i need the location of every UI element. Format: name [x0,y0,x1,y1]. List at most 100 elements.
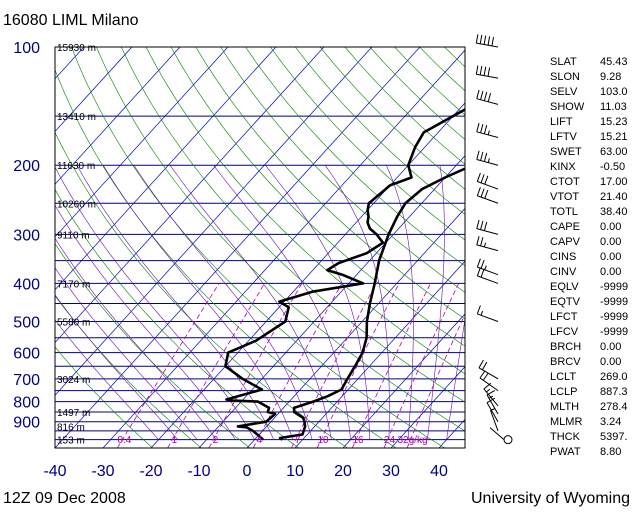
index-label: SLAT [550,56,577,68]
mixing-ratio-line [117,283,220,448]
temperature-trace [278,167,465,441]
wind-barb-staff [476,98,499,105]
index-label: LCLP [550,386,578,398]
mixing-ratio-line [167,283,265,448]
height-label: 1497 m [57,408,90,419]
index-label: MLTH [550,401,580,413]
index-value: 0.00 [600,266,622,278]
height-label: 7170 m [57,279,90,290]
wind-barb-feather [479,66,483,76]
index-value: -9999 [600,311,629,323]
dry-adiabat-line [295,47,465,215]
wind-barb-feather [476,172,481,182]
index-value: 0.00 [600,356,622,368]
temperature-tick-label: -20 [139,463,162,480]
index-label: LFCV [550,326,579,338]
wind-barb-staff [476,73,499,79]
index-row: CAPV 0.00 [550,235,640,250]
index-label: CAPE [550,221,580,233]
wind-barb-feather [484,175,489,185]
dry-adiabat-line [245,47,465,267]
mixing-ratio-label: 2 [213,435,219,446]
index-row: LCLP 887.3 [550,385,640,400]
wind-barb-feather [475,65,479,75]
wind-barb-feather [480,268,485,278]
temperature-tick-label: -10 [187,463,210,480]
index-value: 21.40 [600,191,628,203]
wind-barb-staff [477,313,499,322]
index-value: 0.00 [600,221,622,233]
index-value: 103.0 [600,86,628,98]
height-label: 10260 m [57,199,96,210]
wind-barb-feather [486,389,496,396]
pressure-tick-label: 800 [13,395,40,412]
temperature-tick-label: -40 [43,463,66,480]
wind-barb-feather [476,236,480,246]
height-label: 13410 m [57,112,96,123]
wind-barb-staff [476,131,499,138]
pressure-tick-label: 400 [13,276,40,293]
index-value: 17.00 [600,176,628,188]
index-label: EQLV [550,281,579,293]
wind-barb-half-feather [480,310,484,316]
height-label: 9110 m [57,230,90,241]
wind-barb-feather [480,188,485,198]
height-label: 3024 m [57,375,90,386]
height-label: 11630 m [57,161,95,172]
index-row: LCLT 269.0 [550,370,640,385]
index-label: KINX [550,161,576,173]
wind-barb-feather [476,305,481,315]
index-value: -9999 [600,296,629,308]
temperature-tick-label: 20 [334,463,352,480]
index-label: SELV [550,86,578,98]
index-label: LFCT [550,311,578,323]
mixing-ratio-label: 7 [295,435,301,446]
index-row: SELV 103.0 [550,85,640,100]
index-row: EQLV -9999 [550,280,640,295]
wind-barb-feather [483,221,488,231]
moist-adiabat-line [55,267,198,440]
index-label: THCK [550,431,580,443]
index-value: -9999 [600,281,629,293]
index-value: 0.00 [600,341,622,353]
wind-barb-feather [481,361,488,371]
mixing-ratio-label: 16 [352,435,364,446]
mixing-ratio-line [252,283,343,448]
wind-barb-half-feather [488,395,494,399]
stability-indices-table: SLAT 45.43 SLON 9.28 SELV 103.0 SHOW 11.03 LIFT 1… [550,55,640,460]
wind-barb-half-feather [486,388,491,393]
wind-barb-feather [479,34,483,44]
index-row: CINS 0.00 [550,250,640,265]
moist-adiabat-line [55,204,236,440]
index-value: -9999 [600,326,629,338]
mixing-ratio-line [383,283,460,448]
wind-barb-staff [476,159,499,166]
index-row: LIFT 15.23 [550,115,640,130]
wind-barb-staff [477,181,499,190]
wind-barb-feather [476,150,480,160]
moist-adiabat-line [427,165,445,440]
wind-barb-feather [480,124,484,133]
wind-barb-feather [480,90,484,100]
moist-adiabat-line [213,165,351,440]
wind-barb-feather [476,89,480,99]
wind-barb-feather [480,237,484,247]
index-label: SWET [550,146,582,158]
pressure-tick-label: 600 [13,346,40,363]
wind-barb-feather [476,267,481,277]
dry-adiabat-line [270,47,465,241]
index-row: LFTV 15.21 [550,130,640,145]
wind-barb-staff [476,244,499,252]
mixing-ratio-line [351,283,431,448]
index-label: BRCH [550,341,582,353]
isotherm-line [294,260,465,448]
index-row: SHOW 11.03 [550,100,640,115]
mixing-ratio-label: 32g/kg [398,435,428,446]
wind-barb-feather [483,125,488,134]
index-row: TOTL 38.40 [550,205,640,220]
observation-time: 12Z 09 Dec 2008 [3,490,126,507]
index-row: CAPE 0.00 [550,220,640,235]
dry-adiabat-line [96,47,465,432]
index-label: VTOT [550,191,580,203]
